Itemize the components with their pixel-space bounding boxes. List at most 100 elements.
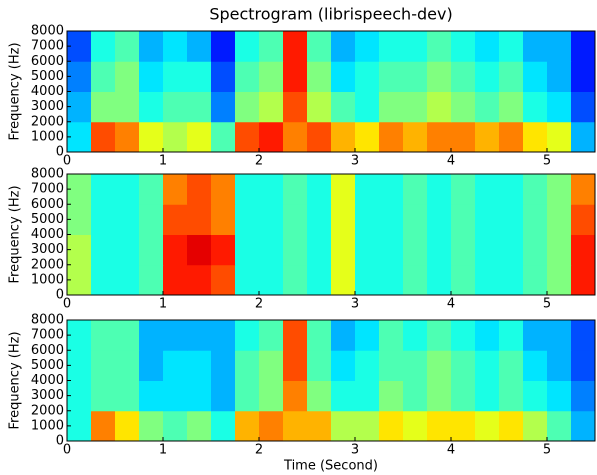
spectrogram-cell (211, 264, 236, 296)
spectrogram-cell (139, 31, 164, 62)
spectrogram-cell (115, 204, 140, 235)
spectrogram-cell (187, 264, 212, 296)
spectrogram-cell (211, 31, 236, 62)
x-tick-label: 4 (447, 443, 455, 458)
spectrogram-cell (91, 204, 116, 235)
spectrogram-cell (547, 380, 572, 412)
spectrogram-cell (427, 410, 452, 442)
spectrogram-cell (499, 410, 524, 442)
spectrogram-cell (355, 350, 380, 381)
y-tick-label: 3000 (31, 242, 64, 257)
spectrogram-cell (91, 174, 116, 205)
spectrogram-cell (475, 121, 500, 153)
spectrogram-cell (115, 264, 140, 296)
spectrogram-cell (427, 31, 452, 62)
spectrogram-cell (379, 320, 404, 351)
spectrogram-cell (91, 380, 116, 412)
spectrogram-cell (187, 320, 212, 351)
spectrogram-cell (139, 174, 164, 205)
spectrogram-cell (403, 61, 428, 92)
spectrogram-cell (547, 410, 572, 442)
spectrogram-cell (475, 320, 500, 351)
spectrogram-cell (283, 350, 308, 381)
spectrogram-cell (139, 320, 164, 351)
spectrogram-cell (499, 380, 524, 412)
spectrogram-cell (259, 31, 284, 62)
spectrogram-cell (547, 234, 572, 266)
spectrogram-cell (427, 174, 452, 205)
y-tick-label: 0 (56, 434, 64, 449)
spectrogram-cell (67, 380, 92, 412)
spectrogram-cell (523, 234, 548, 266)
x-tick-label: 0 (63, 297, 71, 312)
spectrogram-cell (307, 174, 332, 205)
y-tick-label: 8000 (31, 313, 64, 328)
spectrogram-cell (139, 350, 164, 381)
y-axis-label: Frequency (Hz) (8, 185, 23, 283)
spectrogram-cell (523, 204, 548, 235)
x-tick-label: 2 (255, 154, 263, 169)
spectrogram-cell (571, 264, 596, 296)
y-tick-label: 0 (56, 145, 64, 160)
y-tick-label: 5000 (31, 358, 64, 373)
x-tick-label: 2 (255, 443, 263, 458)
spectrogram-cell (163, 410, 188, 442)
y-tick-label: 7000 (31, 182, 64, 197)
spectrogram-cell (307, 410, 332, 442)
spectrogram-cell (259, 121, 284, 153)
spectrogram-cell (259, 61, 284, 92)
y-tick-label: 8000 (31, 167, 64, 182)
spectrogram-cell (571, 121, 596, 153)
spectrogram-cell (331, 61, 356, 92)
spectrogram-cell (67, 264, 92, 296)
spectrogram-cell (187, 204, 212, 235)
spectrogram-cell (115, 234, 140, 266)
spectrogram-cell (355, 264, 380, 296)
spectrogram-cell (379, 264, 404, 296)
spectrogram-cell (403, 410, 428, 442)
spectrogram-cell (475, 174, 500, 205)
spectrogram-cell (211, 380, 236, 412)
spectrogram-cell (91, 410, 116, 442)
spectrogram-cell (523, 350, 548, 381)
spectrogram-cell (523, 174, 548, 205)
spectrogram-cell (403, 380, 428, 412)
spectrogram-cell (547, 350, 572, 381)
y-tick-label: 2000 (31, 114, 64, 129)
spectrogram-cell (139, 264, 164, 296)
spectrogram-cell (163, 380, 188, 412)
spectrogram-cell (235, 204, 260, 235)
spectrogram-cell (475, 410, 500, 442)
spectrogram-cell (379, 121, 404, 153)
spectrogram-cell (211, 91, 236, 123)
spectrogram-cell (235, 121, 260, 153)
spectrogram-cell (163, 204, 188, 235)
spectrogram-cell (115, 350, 140, 381)
spectrogram-cell (283, 264, 308, 296)
spectrogram-cell (211, 174, 236, 205)
spectrogram-cell (139, 91, 164, 123)
spectrogram-cell (523, 121, 548, 153)
spectrogram-cell (499, 174, 524, 205)
spectrogram-cell (331, 380, 356, 412)
spectrogram-cell (307, 121, 332, 153)
spectrogram-cell (235, 350, 260, 381)
y-tick-label: 4000 (31, 227, 64, 242)
spectrogram-cell (499, 91, 524, 123)
spectrogram-cell (379, 91, 404, 123)
spectrogram-cell (379, 234, 404, 266)
spectrogram-cell (187, 234, 212, 266)
x-tick-label: 1 (159, 443, 167, 458)
spectrogram-cell (163, 234, 188, 266)
spectrogram-cell (499, 121, 524, 153)
spectrogram-cell (67, 234, 92, 266)
spectrogram-cell (355, 320, 380, 351)
spectrogram-cell (499, 204, 524, 235)
spectrogram-cell (235, 61, 260, 92)
spectrogram-cell (235, 31, 260, 62)
x-tick-label: 1 (159, 297, 167, 312)
spectrogram-cell (67, 174, 92, 205)
spectrogram-cell (163, 264, 188, 296)
y-tick-label: 4000 (31, 84, 64, 99)
spectrogram-cell (547, 264, 572, 296)
